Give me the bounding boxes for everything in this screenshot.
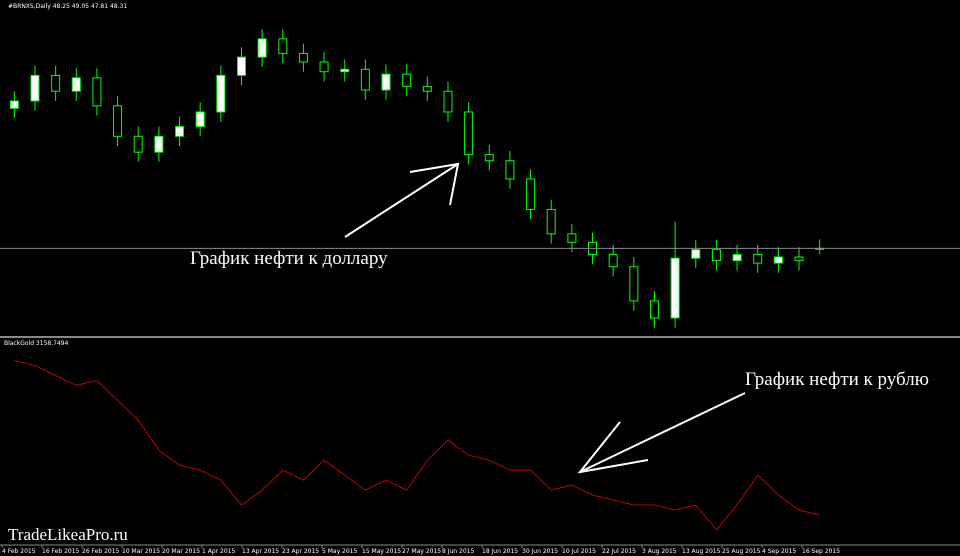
x-tick-label: 10 Jul 2015: [562, 548, 596, 555]
candle-body: [154, 135, 164, 153]
annotation: График нефти к рублю: [745, 369, 929, 390]
candle-body: [526, 178, 536, 210]
x-tick-label: 13 Apr 2015: [242, 548, 279, 555]
candle-body: [794, 256, 804, 262]
candle-body: [51, 74, 61, 92]
x-tick-label: 8 Jun 2015: [442, 548, 474, 555]
candle-body: [443, 90, 453, 113]
candle-body: [298, 52, 308, 63]
candle-body: [464, 111, 474, 156]
candle-body: [319, 61, 329, 73]
x-tick-label: 5 May 2015: [322, 548, 357, 555]
candle-body: [360, 68, 370, 91]
annotation: График нефти к доллару: [190, 248, 388, 269]
candle-body: [732, 254, 742, 262]
x-tick-label: 23 Apr 2015: [282, 548, 319, 555]
arrow: [344, 162, 460, 238]
candle-body: [670, 257, 680, 319]
x-tick-label: 30 Jun 2015: [522, 548, 558, 555]
candle-body: [753, 254, 763, 264]
candle-body: [71, 77, 81, 92]
candle-body: [381, 73, 391, 91]
x-tick-label: 3 Aug 2015: [642, 548, 677, 555]
candle-body: [402, 73, 412, 87]
candle-body: [484, 154, 494, 162]
candle-body: [567, 233, 577, 243]
candle-body: [92, 77, 102, 107]
chart-header: #BRNXS,Daily 48.25 49.05 47.81 48.31: [8, 3, 127, 10]
x-tick-label: 26 Feb 2015: [82, 548, 120, 555]
x-tick-label: 10 Mar 2015: [122, 548, 160, 555]
candle-body: [236, 56, 246, 76]
candle-body: [422, 85, 432, 92]
candle-body: [773, 256, 783, 264]
candle-body: [257, 38, 267, 58]
candle-body: [629, 266, 639, 302]
x-tick-label: 16 Feb 2015: [42, 548, 80, 555]
x-tick-label: 1 Apr 2015: [202, 548, 235, 555]
x-tick-label: 27 May 2015: [402, 548, 441, 555]
x-tick-label: 20 Mar 2015: [162, 548, 200, 555]
indicator-label: BlackGold 3158.7494: [4, 340, 69, 347]
candle-body: [133, 135, 143, 153]
plot: 4 Feb 2015 16 Feb 2015 26 Feb 2015 10 Mar 2…: [0, 29, 960, 555]
candle-body: [9, 100, 19, 109]
candle-body: [340, 68, 350, 73]
candle-body: [30, 74, 40, 102]
watermark: TradeLikeaPro.ru: [8, 525, 128, 544]
candle-body: [175, 126, 185, 137]
candle-body: [649, 300, 659, 319]
x-tick-label: 4 Feb 2015: [2, 548, 36, 555]
arrow: [577, 392, 746, 474]
x-tick-label: 25 Aug 2015: [722, 548, 761, 555]
x-tick-label: 18 Jun 2015: [482, 548, 518, 555]
x-tick-label: 16 Sep 2015: [802, 548, 840, 555]
x-tick-label: 15 May 2015: [362, 548, 401, 555]
x-tick-label: 13 Aug 2015: [682, 548, 721, 555]
candle-body: [711, 249, 721, 262]
candle-body: [505, 160, 515, 180]
candle-body: [608, 254, 618, 268]
candle-body: [278, 38, 288, 54]
candle-body: [691, 249, 701, 259]
line-series: [14, 360, 820, 531]
candle-body: [216, 74, 226, 113]
candle-body: [546, 208, 556, 235]
x-tick-label: 22 Jul 2015: [602, 548, 636, 555]
candle-body: [195, 111, 205, 128]
x-tick-label: 4 Sep 2015: [762, 548, 796, 555]
candle-body: [113, 105, 123, 137]
